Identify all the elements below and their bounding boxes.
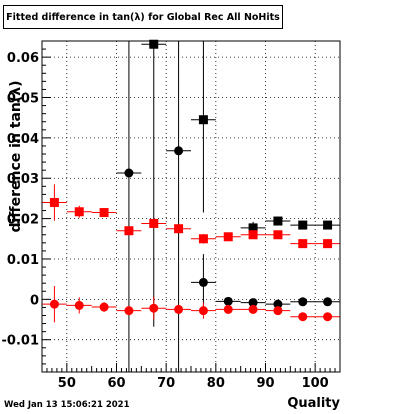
grid bbox=[42, 41, 340, 372]
data-point bbox=[99, 208, 109, 218]
data-point bbox=[149, 218, 159, 228]
data-point bbox=[298, 239, 308, 249]
x-axis-label: Quality bbox=[287, 396, 340, 411]
y-tick-label: 0.02 bbox=[7, 213, 39, 228]
data-point bbox=[198, 115, 208, 125]
data-point bbox=[149, 303, 159, 313]
data-point bbox=[149, 39, 159, 49]
y-tick-label: -0.01 bbox=[2, 334, 39, 349]
y-tick-label: 0.05 bbox=[7, 92, 39, 107]
data-point bbox=[273, 306, 283, 316]
x-tick-label: 60 bbox=[107, 376, 125, 391]
x-tick-label: 50 bbox=[58, 376, 76, 391]
chart-title: Fitted difference in tan(λ) for Global R… bbox=[3, 5, 283, 29]
data-point bbox=[323, 239, 333, 249]
x-tick-label: 70 bbox=[157, 376, 175, 391]
data-series bbox=[42, 286, 340, 323]
data-point bbox=[49, 299, 59, 309]
data-point bbox=[124, 168, 134, 178]
data-point bbox=[298, 297, 308, 307]
data-point bbox=[223, 296, 233, 306]
y-axis-label: difference in tan(λ) bbox=[8, 80, 24, 232]
data-point bbox=[273, 299, 283, 309]
data-point bbox=[223, 232, 233, 242]
data-series bbox=[116, 41, 340, 372]
data-point bbox=[174, 224, 184, 234]
data-point bbox=[174, 146, 184, 156]
axis-ticks bbox=[41, 40, 341, 373]
data-point bbox=[248, 223, 258, 233]
data-point bbox=[248, 298, 258, 308]
y-tick-label: 0.01 bbox=[7, 253, 39, 268]
data-point bbox=[124, 306, 134, 316]
data-point bbox=[248, 230, 258, 240]
data-point bbox=[223, 304, 233, 314]
plot-frame bbox=[41, 40, 341, 373]
data-series bbox=[141, 39, 340, 327]
y-tick-label: 0 bbox=[30, 293, 39, 308]
y-tick-label: 0.03 bbox=[7, 172, 39, 187]
data-point bbox=[124, 226, 134, 236]
data-point bbox=[74, 207, 84, 217]
data-point bbox=[74, 300, 84, 310]
y-tick-label: 0.04 bbox=[7, 132, 39, 147]
tick-labels: 50 60 70 80 90 100 -0.01 0 0.01 0.02 0.03 0.04 0.05 0… bbox=[2, 51, 329, 391]
data-point bbox=[99, 302, 109, 312]
data-point bbox=[198, 234, 208, 244]
data-point bbox=[174, 304, 184, 314]
x-tick-label: 100 bbox=[302, 376, 329, 391]
y-tick-label: 0.06 bbox=[7, 51, 39, 66]
data-point bbox=[198, 277, 208, 287]
data-points bbox=[42, 39, 340, 372]
data-point bbox=[248, 304, 258, 314]
x-tick-label: 90 bbox=[256, 376, 274, 391]
data-point bbox=[323, 312, 333, 322]
x-tick-label: 80 bbox=[207, 376, 225, 391]
data-point bbox=[323, 297, 333, 307]
timestamp-footer: Wed Jan 13 15:06:21 2021 bbox=[4, 400, 130, 410]
data-point bbox=[273, 230, 283, 240]
data-point bbox=[323, 220, 333, 230]
data-point bbox=[198, 306, 208, 316]
data-point bbox=[49, 197, 59, 207]
data-point bbox=[273, 216, 283, 226]
data-series bbox=[42, 184, 340, 249]
data-point bbox=[298, 312, 308, 322]
data-point bbox=[298, 220, 308, 230]
